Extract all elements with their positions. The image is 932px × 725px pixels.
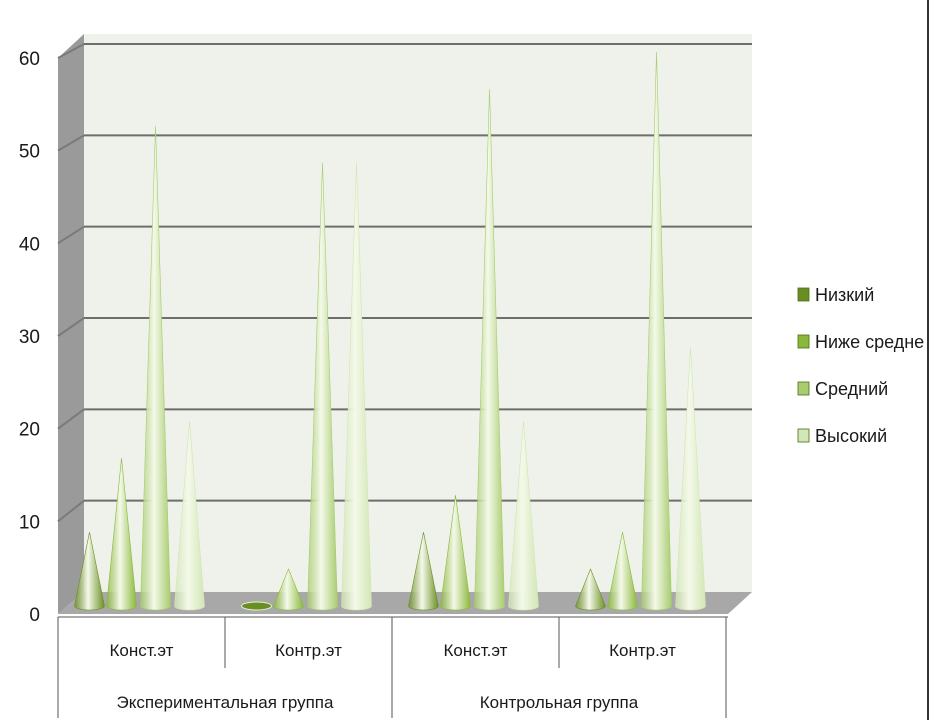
legend: Низкий Ниже средне Средний Высокий <box>797 285 924 446</box>
y-tick-label: 10 <box>19 512 40 533</box>
legend-label: Низкий <box>815 285 874 305</box>
cone <box>474 88 505 611</box>
y-tick-label: 30 <box>19 327 40 348</box>
cone <box>74 532 105 611</box>
cone <box>508 421 539 611</box>
x-group-label: Контрольная группа <box>480 693 639 712</box>
cone <box>174 421 205 611</box>
cones <box>74 51 706 611</box>
y-tick-label: 60 <box>19 49 40 70</box>
legend-label: Ниже средне <box>815 332 924 352</box>
cone <box>675 347 706 611</box>
x-axis: Конст.эт Контр.эт Конст.эт Контр.эт Эксперим… <box>57 616 728 718</box>
gridline-side <box>57 134 85 152</box>
x-group-label: Экспериментальная группа <box>117 693 334 712</box>
cone <box>273 568 304 611</box>
gridlines <box>57 43 752 523</box>
x-tick-label: Контр.эт <box>275 641 342 660</box>
side-wall <box>58 34 84 614</box>
x-tick-label: Конст.эт <box>444 641 508 660</box>
cone <box>575 568 606 611</box>
y-tick-label: 50 <box>19 142 40 163</box>
gridline-side <box>57 499 85 523</box>
cone <box>106 458 137 611</box>
cone <box>307 162 338 611</box>
cone <box>641 51 672 611</box>
gridline-side <box>57 225 85 245</box>
legend-label: Средний <box>815 379 888 399</box>
y-tick-label: 0 <box>29 605 40 626</box>
y-tick-label: 40 <box>19 234 40 255</box>
legend-label: Высокий <box>815 426 887 446</box>
cone <box>408 532 439 611</box>
y-axis: 0 10 20 30 40 50 60 <box>19 49 40 626</box>
x-tick-label: Контр.эт <box>609 641 676 660</box>
cone <box>607 532 638 611</box>
x-tick-label: Конст.эт <box>110 641 174 660</box>
cone <box>140 125 171 611</box>
gridline-side <box>57 317 85 337</box>
legend-swatch <box>797 428 810 443</box>
y-tick-label: 20 <box>19 420 40 441</box>
gridline-side <box>57 43 85 59</box>
cone <box>341 162 372 611</box>
cone <box>440 495 471 611</box>
gridline-side <box>57 408 85 430</box>
legend-swatch <box>797 287 810 302</box>
legend-swatch <box>797 334 810 349</box>
right-border <box>927 0 929 720</box>
cone-base-zero <box>241 601 272 611</box>
legend-swatch <box>797 381 810 396</box>
